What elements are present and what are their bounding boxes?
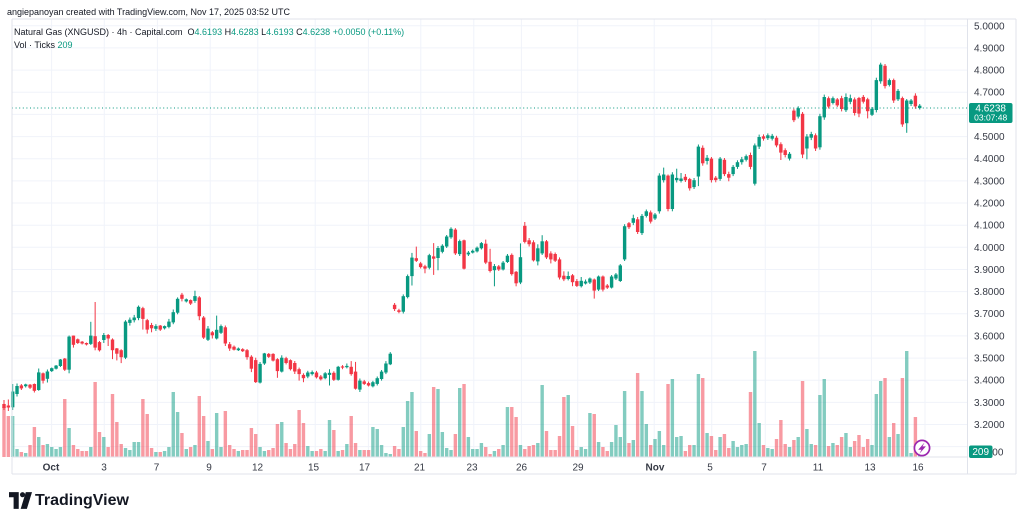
svg-text:00: 00 [992,447,1004,458]
svg-text:4.8000: 4.8000 [974,66,1005,77]
svg-text:4.3000: 4.3000 [974,176,1005,187]
svg-text:4.4000: 4.4000 [974,154,1005,165]
svg-text:3.7000: 3.7000 [974,309,1005,320]
svg-text:26: 26 [516,463,528,474]
svg-text:3.3000: 3.3000 [974,398,1005,409]
svg-text:12: 12 [252,463,264,474]
svg-text:4.6238: 4.6238 [975,104,1006,115]
svg-text:7: 7 [761,463,767,474]
svg-text:03:07:48: 03:07:48 [974,113,1007,123]
svg-text:5.0000: 5.0000 [974,21,1005,32]
svg-text:3.6000: 3.6000 [974,331,1005,342]
svg-text:3: 3 [101,463,107,474]
svg-text:Oct: Oct [43,463,60,474]
svg-text:7: 7 [154,463,160,474]
svg-text:15: 15 [308,463,320,474]
svg-text:4.9000: 4.9000 [974,43,1005,54]
svg-text:13: 13 [864,463,876,474]
svg-text:11: 11 [813,463,824,474]
svg-text:21: 21 [414,463,426,474]
svg-text:29: 29 [572,463,584,474]
svg-text:4.5000: 4.5000 [974,132,1005,143]
svg-text:4.7000: 4.7000 [974,88,1005,99]
svg-text:16: 16 [912,463,924,474]
svg-text:3.2000: 3.2000 [974,420,1005,431]
svg-text:17: 17 [359,463,371,474]
svg-text:Nov: Nov [646,463,665,474]
svg-text:4.1000: 4.1000 [974,221,1005,232]
svg-text:209: 209 [972,447,989,458]
svg-text:5: 5 [707,463,713,474]
svg-text:4.2000: 4.2000 [974,199,1005,210]
svg-text:3.5000: 3.5000 [974,354,1005,365]
svg-text:3.4000: 3.4000 [974,376,1005,387]
svg-text:23: 23 [466,463,478,474]
svg-text:4.0000: 4.0000 [974,243,1005,254]
svg-text:3.9000: 3.9000 [974,265,1005,276]
svg-text:3.8000: 3.8000 [974,287,1005,298]
svg-text:9: 9 [206,463,212,474]
